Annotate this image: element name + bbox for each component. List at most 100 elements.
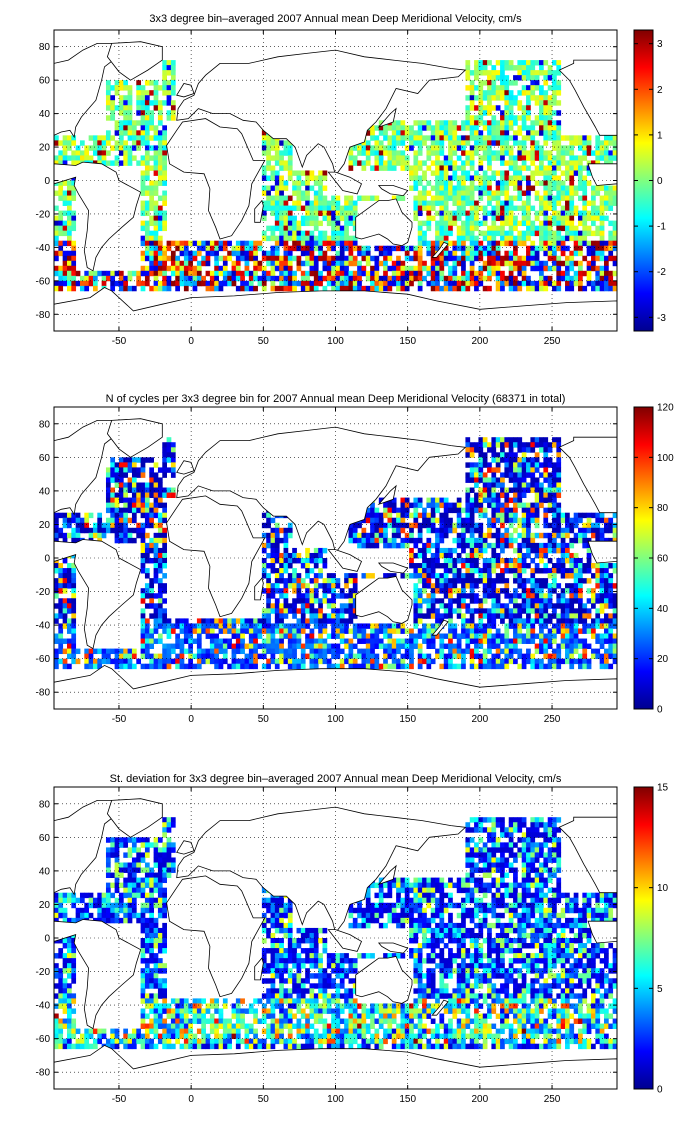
heatmap-cell	[439, 170, 445, 176]
heatmap-cell	[582, 145, 588, 151]
heatmap-cell	[513, 578, 518, 584]
heatmap-cell	[140, 527, 146, 534]
heatmap-cell	[140, 220, 146, 227]
heatmap-cell	[526, 472, 531, 478]
heatmap-cell	[478, 110, 484, 116]
heatmap-cell	[66, 240, 72, 247]
heatmap-cell	[66, 568, 72, 574]
heatmap-cell	[469, 260, 475, 267]
heatmap-cell	[266, 190, 271, 196]
heatmap-cell	[491, 270, 497, 277]
heatmap-cell	[331, 270, 336, 277]
heatmap-cell	[474, 537, 479, 544]
heatmap-cell	[253, 270, 258, 277]
heatmap-cell	[305, 275, 310, 282]
heatmap-cell	[391, 532, 397, 539]
heatmap-cell	[54, 230, 59, 237]
heatmap-cell	[474, 547, 479, 554]
heatmap-cell	[595, 250, 601, 257]
heatmap-cell	[170, 75, 176, 81]
heatmap-cell	[144, 250, 150, 257]
heatmap-cell	[491, 457, 497, 463]
heatmap-cell	[270, 145, 276, 151]
heatmap-cell	[426, 200, 432, 206]
heatmap-cell	[318, 185, 323, 191]
heatmap-cell	[279, 633, 284, 639]
heatmap-cell	[526, 85, 531, 91]
heatmap-cell	[448, 125, 453, 131]
heatmap-cell	[439, 130, 445, 136]
heatmap-cell	[478, 275, 484, 282]
heatmap-cell	[569, 165, 575, 171]
heatmap-cell	[387, 285, 393, 292]
heatmap-cell	[114, 477, 120, 483]
heatmap-cell	[396, 270, 401, 277]
heatmap-cell	[253, 623, 258, 629]
heatmap-cell	[123, 462, 129, 468]
heatmap-cell	[534, 547, 540, 554]
heatmap-cell	[487, 532, 492, 539]
heatmap-cell	[352, 573, 358, 579]
heatmap-cell	[391, 507, 397, 514]
heatmap-cell	[586, 613, 592, 619]
heatmap-cell	[409, 275, 414, 282]
heatmap-cell	[357, 633, 362, 639]
heatmap-cells	[54, 437, 617, 670]
heatmap-cell	[292, 200, 297, 206]
heatmap-cell	[331, 573, 336, 579]
heatmap-cell	[248, 633, 254, 639]
heatmap-cell	[58, 270, 64, 277]
heatmap-cell	[348, 275, 354, 282]
heatmap-cell	[396, 527, 401, 534]
heatmap-cell	[474, 608, 479, 614]
heatmap-cell	[539, 235, 544, 242]
heatmap-cell	[357, 275, 362, 282]
heatmap-cell	[123, 100, 129, 106]
heatmap-cell	[608, 230, 614, 237]
heatmap-cell	[339, 633, 345, 639]
heatmap-cell	[140, 190, 146, 196]
heatmap-cell	[504, 437, 510, 443]
heatmap-cell	[495, 452, 501, 458]
heatmap-cell	[552, 442, 557, 448]
heatmap-cell	[391, 160, 397, 166]
heatmap-cell	[521, 558, 527, 564]
heatmap-cell	[495, 250, 501, 257]
heatmap-cell	[422, 522, 427, 529]
heatmap-cell	[487, 155, 492, 161]
heatmap-cell	[443, 613, 449, 619]
heatmap-cell	[179, 240, 185, 247]
heatmap-cell	[374, 512, 380, 519]
heatmap-cell	[54, 225, 59, 232]
heatmap-cell	[604, 270, 609, 277]
heatmap-cell	[309, 235, 315, 242]
heatmap-cell	[487, 573, 492, 579]
heatmap-cell	[391, 280, 397, 287]
heatmap-cell	[591, 603, 596, 609]
heatmap-cell	[517, 467, 523, 473]
heatmap-cell	[136, 270, 142, 277]
heatmap-cell	[560, 250, 566, 257]
heatmap-cell	[569, 140, 575, 146]
heatmap-cell	[435, 170, 440, 176]
heatmap-cell	[604, 628, 609, 634]
heatmap-cell	[162, 125, 167, 131]
heatmap-cell	[578, 160, 583, 166]
heatmap-cell	[279, 220, 284, 227]
heatmap-cell	[539, 603, 544, 609]
heatmap-cell	[582, 235, 588, 242]
heatmap-cell	[543, 285, 549, 292]
heatmap-cell	[114, 125, 120, 131]
heatmap-cell	[530, 230, 536, 237]
heatmap-cell	[595, 210, 601, 217]
heatmap-cell	[352, 608, 358, 614]
heatmap-cell	[508, 145, 514, 151]
heatmap-cell	[578, 195, 583, 201]
heatmap-cell	[578, 145, 583, 151]
heatmap-cell	[547, 230, 553, 237]
heatmap-cell	[344, 260, 349, 267]
heatmap-cell	[478, 240, 484, 247]
heatmap-cell	[153, 240, 159, 247]
heatmap-cell	[300, 563, 306, 569]
heatmap-cell	[461, 598, 466, 604]
